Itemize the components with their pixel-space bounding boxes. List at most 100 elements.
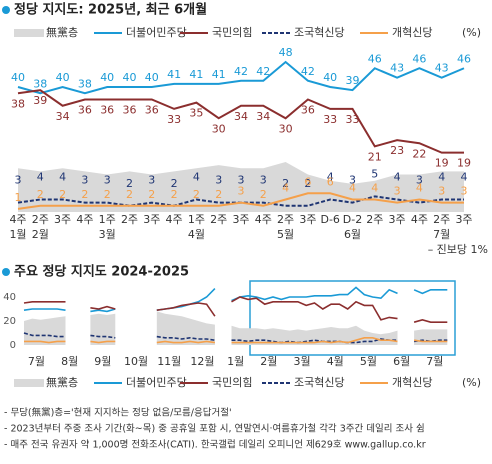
x-tick-label: 1주 xyxy=(99,213,116,226)
legend-label: 조국혁신당 xyxy=(294,376,345,389)
data-label: 2 xyxy=(215,188,222,201)
legend-label: 개혁신당 xyxy=(392,26,432,39)
legend-label: 더불어민주당 xyxy=(126,26,187,39)
x-tick-label: D-2 xyxy=(343,213,362,226)
data-label: 36 xyxy=(100,104,114,117)
data-label: 36 xyxy=(78,104,92,117)
month-label: 2월 xyxy=(32,228,49,241)
data-label: 3 xyxy=(148,174,155,187)
legend-swatch xyxy=(14,379,44,387)
line xyxy=(23,296,448,323)
x-tick-label: 2주 xyxy=(210,213,227,226)
x-tick-label: 2주 xyxy=(433,213,450,226)
annotation: – 진보당 1% xyxy=(428,243,488,256)
x-tick-label: 12월 xyxy=(190,355,214,368)
y-tick-label: 20 xyxy=(3,316,16,327)
title-icon xyxy=(2,6,10,14)
month-label: 6월 xyxy=(344,228,361,241)
data-label: 46 xyxy=(368,52,382,65)
data-label: 3 xyxy=(416,174,423,187)
data-label: 36 xyxy=(145,104,159,117)
data-label: 36 xyxy=(123,104,137,117)
data-label: 38 xyxy=(78,77,92,90)
data-label: 4 xyxy=(416,182,423,195)
x-tick-label: 7월 xyxy=(28,355,45,368)
line xyxy=(17,60,465,95)
data-label: 40 xyxy=(100,71,114,84)
data-label: 2 xyxy=(81,188,88,201)
data-label: 5 xyxy=(371,167,378,180)
data-label: 2 xyxy=(37,188,44,201)
data-label: 41 xyxy=(212,68,226,81)
x-tick-label: 4주 xyxy=(166,213,183,226)
month-label: 7월 xyxy=(433,228,450,241)
legend-label: 국민의힘 xyxy=(212,26,252,39)
data-label: 23 xyxy=(390,144,404,157)
data-label: 38 xyxy=(11,97,25,110)
data-label: 2 xyxy=(282,177,289,190)
legend-label: 조국혁신당 xyxy=(294,26,345,39)
data-label: 1 xyxy=(15,191,22,204)
data-label: 34 xyxy=(256,110,270,123)
data-label: 3 xyxy=(461,185,468,198)
data-label: 2 xyxy=(304,177,311,190)
data-label: 40 xyxy=(11,71,25,84)
data-label: 42 xyxy=(234,65,248,78)
x-tick-label: 3주 xyxy=(455,213,472,226)
data-label: 48 xyxy=(279,46,293,59)
footnote: - 2023년부터 주중 조사 기간(화~목) 중 공휴일 포함 시, 연말연시… xyxy=(4,423,425,435)
data-label: 33 xyxy=(167,113,181,126)
data-label: 4 xyxy=(349,182,356,195)
x-tick-label: 2월 xyxy=(260,355,277,368)
y-tick-label: 0 xyxy=(10,340,16,351)
data-label: 3 xyxy=(15,174,22,187)
x-tick-label: 3월 xyxy=(293,355,310,368)
month-label: 3월 xyxy=(99,228,116,241)
line xyxy=(17,192,464,210)
x-tick-label: 1주 xyxy=(188,213,205,226)
data-label: 40 xyxy=(56,71,70,84)
title-icon xyxy=(2,268,10,276)
data-label: 4 xyxy=(37,171,44,184)
line xyxy=(17,89,464,154)
x-tick-label: 4주 xyxy=(76,213,93,226)
x-tick-label: 5월 xyxy=(360,355,377,368)
data-label: 2 xyxy=(171,177,178,190)
footnote: - 무당(無黨)층='현재 지지하는 정당 없음/모름/응답거절' xyxy=(4,407,232,419)
data-label: 35 xyxy=(189,107,203,120)
data-label: 30 xyxy=(279,122,293,135)
data-label: 30 xyxy=(212,122,226,135)
footnote: - 매주 전국 유권자 약 1,000명 전화조사(CATI). 한국갤럽 데일… xyxy=(4,439,426,451)
data-label: 3 xyxy=(215,174,222,187)
data-label: 4 xyxy=(461,171,468,184)
data-label: 42 xyxy=(256,65,270,78)
data-label: 34 xyxy=(234,110,248,123)
x-tick-label: 11월 xyxy=(157,355,181,368)
x-tick-label: 4주 xyxy=(255,213,272,226)
x-tick-label: 3주 xyxy=(232,213,249,226)
data-label: 40 xyxy=(323,71,337,84)
data-label: 2 xyxy=(171,188,178,201)
x-tick-label: 3주 xyxy=(299,213,316,226)
x-tick-label: 3주 xyxy=(143,213,160,226)
data-label: 3 xyxy=(104,174,111,187)
x-tick-label: 2주 xyxy=(32,213,49,226)
chart-title: 주요 정당 지지도 2024-2025 xyxy=(14,264,189,280)
month-label: 5월 xyxy=(277,228,294,241)
line xyxy=(23,332,448,344)
data-label: 4 xyxy=(371,182,378,195)
x-tick-label: 4주 xyxy=(411,213,428,226)
data-label: 6 xyxy=(304,175,311,188)
legend-label: 개혁신당 xyxy=(392,376,432,389)
data-label: 46 xyxy=(412,52,426,65)
chart-title: 정당 지지도: 2025년, 최근 6개월 xyxy=(14,2,207,18)
data-label: 19 xyxy=(457,157,471,170)
legend-swatch xyxy=(14,29,44,37)
data-label: 3 xyxy=(260,174,267,187)
data-label: 46 xyxy=(457,52,471,65)
x-tick-label: D-6 xyxy=(320,213,339,226)
x-tick-label: 8월 xyxy=(61,355,78,368)
x-tick-label: 7월 xyxy=(426,355,443,368)
data-label: 2 xyxy=(59,188,66,201)
data-label: 2 xyxy=(126,177,133,190)
